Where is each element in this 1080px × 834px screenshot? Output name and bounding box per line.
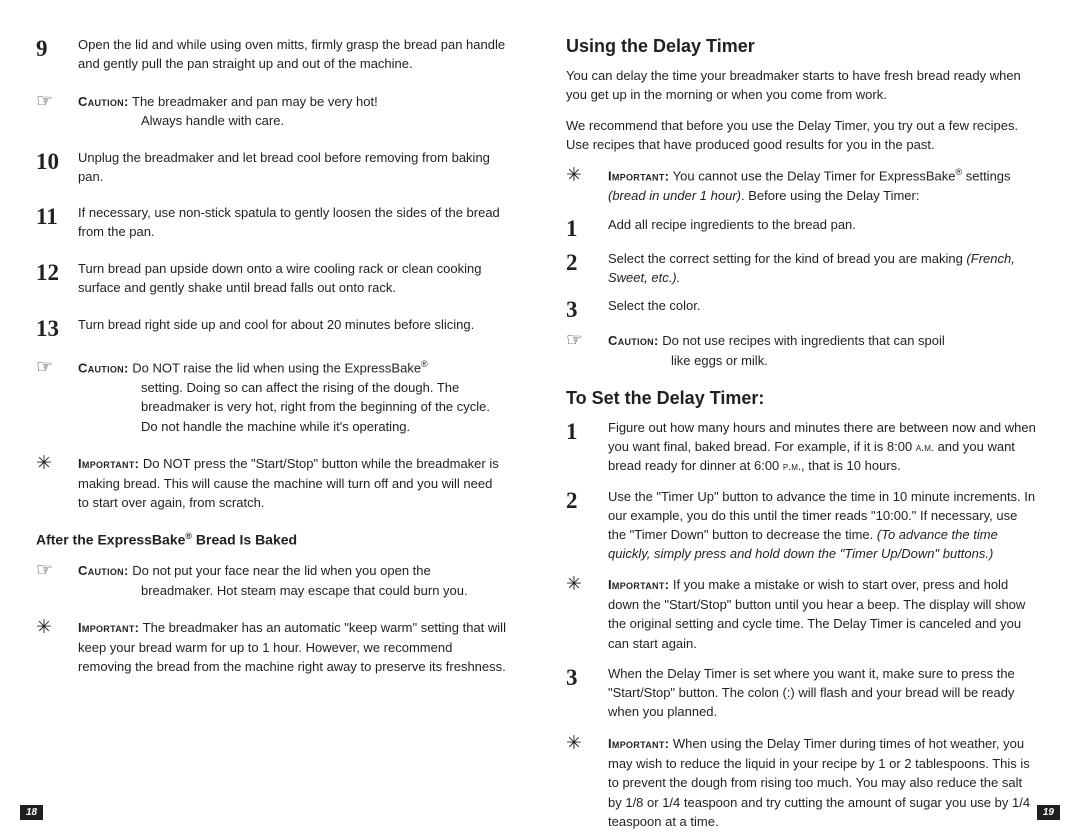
left-page: 9 Open the lid and while using oven mitt…: [36, 36, 506, 820]
step-9: 9 Open the lid and while using oven mitt…: [36, 36, 506, 74]
page-number-right: 19: [1037, 805, 1060, 820]
step-text: If necessary, use non-stick spatula to g…: [78, 204, 506, 242]
caution-text: Do not put your face near the lid when y…: [132, 563, 430, 578]
important-note: ✳ Important: When using the Delay Timer …: [566, 734, 1036, 832]
asterisk-icon: ✳: [566, 734, 608, 753]
page-number-left: 18: [20, 805, 43, 820]
caution-text: Do not use recipes with ingredients that…: [662, 333, 945, 348]
caution-text: like eggs or milk.: [608, 351, 768, 371]
caution-label: Caution:: [78, 94, 129, 109]
step-3a: 3 Select the color.: [566, 297, 1036, 321]
step-number: 13: [36, 316, 78, 340]
step-number: 11: [36, 204, 78, 228]
caution-text: The breadmaker and pan may be very hot!: [132, 94, 378, 109]
intro-text: We recommend that before you use the Del…: [566, 117, 1036, 155]
step-text: Add all recipe ingredients to the bread …: [608, 216, 1036, 235]
important-text: The breadmaker has an automatic "keep wa…: [78, 620, 506, 674]
caution-text: Do NOT raise the lid when using the Expr…: [132, 360, 421, 375]
step-text: Select the color.: [608, 297, 1036, 316]
asterisk-icon: ✳: [566, 166, 608, 185]
important-note: ✳ Important: Do NOT press the "Start/Sto…: [36, 454, 506, 513]
hand-point-icon: ☞: [36, 358, 78, 377]
important-text: Do NOT press the "Start/Stop" button whi…: [78, 456, 499, 510]
step-number: 3: [566, 297, 608, 321]
registered-icon: ®: [421, 359, 428, 369]
caution-note: ☞ Caution: Do NOT raise the lid when usi…: [36, 358, 506, 436]
important-note: ✳ Important: If you make a mistake or wi…: [566, 575, 1036, 653]
asterisk-icon: ✳: [36, 618, 78, 637]
step-2b: 2 Use the "Timer Up" button to advance t…: [566, 488, 1036, 563]
step-13: 13 Turn bread right side up and cool for…: [36, 316, 506, 340]
step-11: 11 If necessary, use non-stick spatula t…: [36, 204, 506, 242]
step-1b: 1 Figure out how many hours and minutes …: [566, 419, 1036, 476]
subheading: After the ExpressBake® Bread Is Baked: [36, 531, 506, 548]
step-number: 1: [566, 216, 608, 240]
caution-text: Always handle with care.: [78, 111, 284, 131]
step-text: Turn bread right side up and cool for ab…: [78, 316, 506, 335]
important-label: Important:: [608, 736, 669, 751]
right-page: Using the Delay Timer You can delay the …: [566, 36, 1036, 820]
step-number: 10: [36, 149, 78, 173]
caution-note: ☞ Caution: The breadmaker and pan may be…: [36, 92, 506, 131]
important-label: Important:: [608, 169, 669, 184]
asterisk-icon: ✳: [566, 575, 608, 594]
step-number: 2: [566, 488, 608, 512]
step-1a: 1 Add all recipe ingredients to the brea…: [566, 216, 1036, 240]
intro-text: You can delay the time your breadmaker s…: [566, 67, 1036, 105]
step-number: 9: [36, 36, 78, 60]
step-text: When the Delay Timer is set where you wa…: [608, 665, 1036, 722]
caution-text: breadmaker. Hot steam may escape that co…: [78, 581, 468, 601]
step-number: 12: [36, 260, 78, 284]
hand-point-icon: ☞: [36, 561, 78, 580]
hand-point-icon: ☞: [566, 331, 608, 350]
step-text: Open the lid and while using oven mitts,…: [78, 36, 506, 74]
step-10: 10 Unplug the breadmaker and let bread c…: [36, 149, 506, 187]
caution-label: Caution:: [608, 333, 659, 348]
step-number: 3: [566, 665, 608, 689]
caution-text: setting. Doing so can affect the rising …: [78, 378, 506, 437]
step-text: Select the correct setting for the kind …: [608, 250, 1036, 288]
important-text: If you make a mistake or wish to start o…: [608, 577, 1025, 651]
important-label: Important:: [608, 577, 669, 592]
caution-note: ☞ Caution: Do not put your face near the…: [36, 561, 506, 600]
important-text: You cannot use the Delay Timer for Expre…: [673, 169, 956, 184]
step-3b: 3 When the Delay Timer is set where you …: [566, 665, 1036, 722]
heading-set-timer: To Set the Delay Timer:: [566, 388, 1036, 409]
step-number: 2: [566, 250, 608, 274]
hand-point-icon: ☞: [36, 92, 78, 111]
important-note: ✳ Important: The breadmaker has an autom…: [36, 618, 506, 677]
important-text: When using the Delay Timer during times …: [608, 736, 1030, 829]
caution-label: Caution:: [78, 360, 129, 375]
asterisk-icon: ✳: [36, 454, 78, 473]
caution-note: ☞ Caution: Do not use recipes with ingre…: [566, 331, 1036, 370]
step-text: Turn bread pan upside down onto a wire c…: [78, 260, 506, 298]
step-number: 1: [566, 419, 608, 443]
caution-label: Caution:: [78, 563, 129, 578]
heading-delay-timer: Using the Delay Timer: [566, 36, 1036, 57]
important-label: Important:: [78, 620, 139, 635]
important-note: ✳ Important: You cannot use the Delay Ti…: [566, 166, 1036, 205]
step-text: Use the "Timer Up" button to advance the…: [608, 488, 1036, 563]
step-text: Unplug the breadmaker and let bread cool…: [78, 149, 506, 187]
important-label: Important:: [78, 456, 139, 471]
step-text: Figure out how many hours and minutes th…: [608, 419, 1036, 476]
step-12: 12 Turn bread pan upside down onto a wir…: [36, 260, 506, 298]
step-2a: 2 Select the correct setting for the kin…: [566, 250, 1036, 288]
